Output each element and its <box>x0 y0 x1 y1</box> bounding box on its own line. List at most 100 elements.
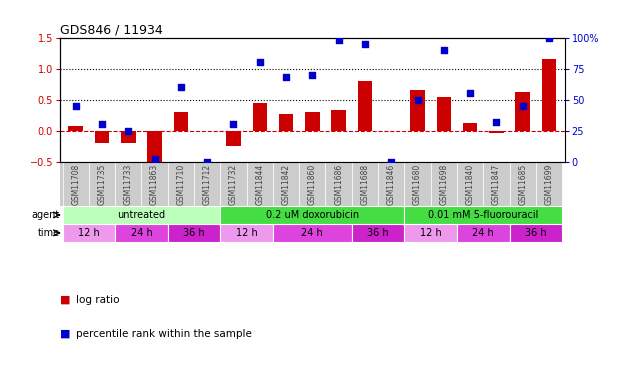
Bar <box>220 162 247 206</box>
Bar <box>378 162 404 206</box>
Bar <box>352 224 404 242</box>
Bar <box>516 92 530 131</box>
Text: GSM11842: GSM11842 <box>281 164 290 205</box>
Text: GSM11708: GSM11708 <box>71 164 80 205</box>
Bar <box>542 59 556 131</box>
Text: GSM11710: GSM11710 <box>177 164 186 205</box>
Bar <box>536 162 562 206</box>
Text: GSM11712: GSM11712 <box>203 164 211 205</box>
Point <box>334 37 344 43</box>
Text: GSM11846: GSM11846 <box>387 164 396 205</box>
Text: 36 h: 36 h <box>183 228 205 238</box>
Bar <box>62 224 115 242</box>
Text: GSM11680: GSM11680 <box>413 164 422 205</box>
Point <box>228 122 239 128</box>
Point <box>307 72 317 78</box>
Point <box>465 90 475 96</box>
Text: 36 h: 36 h <box>525 228 546 238</box>
Text: GSM11733: GSM11733 <box>124 164 133 206</box>
Bar <box>326 162 352 206</box>
Bar <box>220 206 404 224</box>
Bar <box>141 162 168 206</box>
Text: GSM11735: GSM11735 <box>98 164 107 206</box>
Text: 12 h: 12 h <box>78 228 100 238</box>
Point <box>97 122 107 128</box>
Bar <box>352 162 378 206</box>
Text: GSM11840: GSM11840 <box>466 164 475 205</box>
Point <box>492 119 502 125</box>
Bar <box>331 110 346 131</box>
Bar <box>404 224 457 242</box>
Point <box>439 47 449 53</box>
Point <box>413 97 423 103</box>
Bar <box>437 97 451 131</box>
Text: GSM11698: GSM11698 <box>439 164 448 205</box>
Bar <box>358 81 372 131</box>
Bar <box>252 103 267 131</box>
Bar <box>457 162 483 206</box>
Point <box>176 84 186 90</box>
Bar <box>220 224 273 242</box>
Bar <box>463 123 477 131</box>
Text: 24 h: 24 h <box>473 228 494 238</box>
Point <box>150 156 160 162</box>
Bar <box>273 224 352 242</box>
Bar <box>115 224 168 242</box>
Bar <box>509 162 536 206</box>
Bar <box>404 162 430 206</box>
Text: GDS846 / 11934: GDS846 / 11934 <box>60 23 163 36</box>
Text: 24 h: 24 h <box>302 228 323 238</box>
Text: 12 h: 12 h <box>420 228 442 238</box>
Bar <box>194 162 220 206</box>
Text: 0.2 uM doxorubicin: 0.2 uM doxorubicin <box>266 210 359 220</box>
Text: 12 h: 12 h <box>236 228 257 238</box>
Bar <box>247 162 273 206</box>
Point <box>517 103 528 109</box>
Point <box>123 128 133 134</box>
Point <box>360 41 370 47</box>
Point <box>202 159 212 165</box>
Point <box>544 34 554 40</box>
Text: GSM11863: GSM11863 <box>150 164 159 205</box>
Bar <box>121 131 136 143</box>
Text: 24 h: 24 h <box>131 228 152 238</box>
Text: time: time <box>37 228 59 238</box>
Text: percentile rank within the sample: percentile rank within the sample <box>76 329 252 339</box>
Text: log ratio: log ratio <box>76 295 119 305</box>
Bar <box>483 162 510 206</box>
Bar <box>62 162 89 206</box>
Text: GSM11686: GSM11686 <box>334 164 343 205</box>
Bar <box>430 162 457 206</box>
Bar <box>457 224 510 242</box>
Bar <box>115 162 141 206</box>
Bar <box>69 126 83 131</box>
Text: ■: ■ <box>60 295 74 305</box>
Text: ■: ■ <box>60 329 74 339</box>
Point <box>71 103 81 109</box>
Bar <box>89 162 115 206</box>
Bar <box>279 114 293 131</box>
Text: 0.01 mM 5-fluorouracil: 0.01 mM 5-fluorouracil <box>428 210 538 220</box>
Text: untreated: untreated <box>117 210 165 220</box>
Bar <box>404 206 562 224</box>
Text: 36 h: 36 h <box>367 228 389 238</box>
Text: GSM11844: GSM11844 <box>256 164 264 205</box>
Bar <box>305 112 319 131</box>
Text: GSM11847: GSM11847 <box>492 164 501 205</box>
Text: GSM11860: GSM11860 <box>308 164 317 205</box>
Text: GSM11699: GSM11699 <box>545 164 553 206</box>
Bar <box>62 206 220 224</box>
Point <box>255 59 265 65</box>
Bar <box>95 131 109 143</box>
Bar <box>410 90 425 131</box>
Bar <box>148 131 162 176</box>
Bar <box>168 162 194 206</box>
Bar <box>299 162 326 206</box>
Bar <box>273 162 299 206</box>
Bar <box>489 131 504 133</box>
Text: GSM11685: GSM11685 <box>518 164 527 205</box>
Bar <box>174 112 188 131</box>
Text: GSM11732: GSM11732 <box>229 164 238 205</box>
Text: agent: agent <box>31 210 59 220</box>
Bar <box>227 131 240 146</box>
